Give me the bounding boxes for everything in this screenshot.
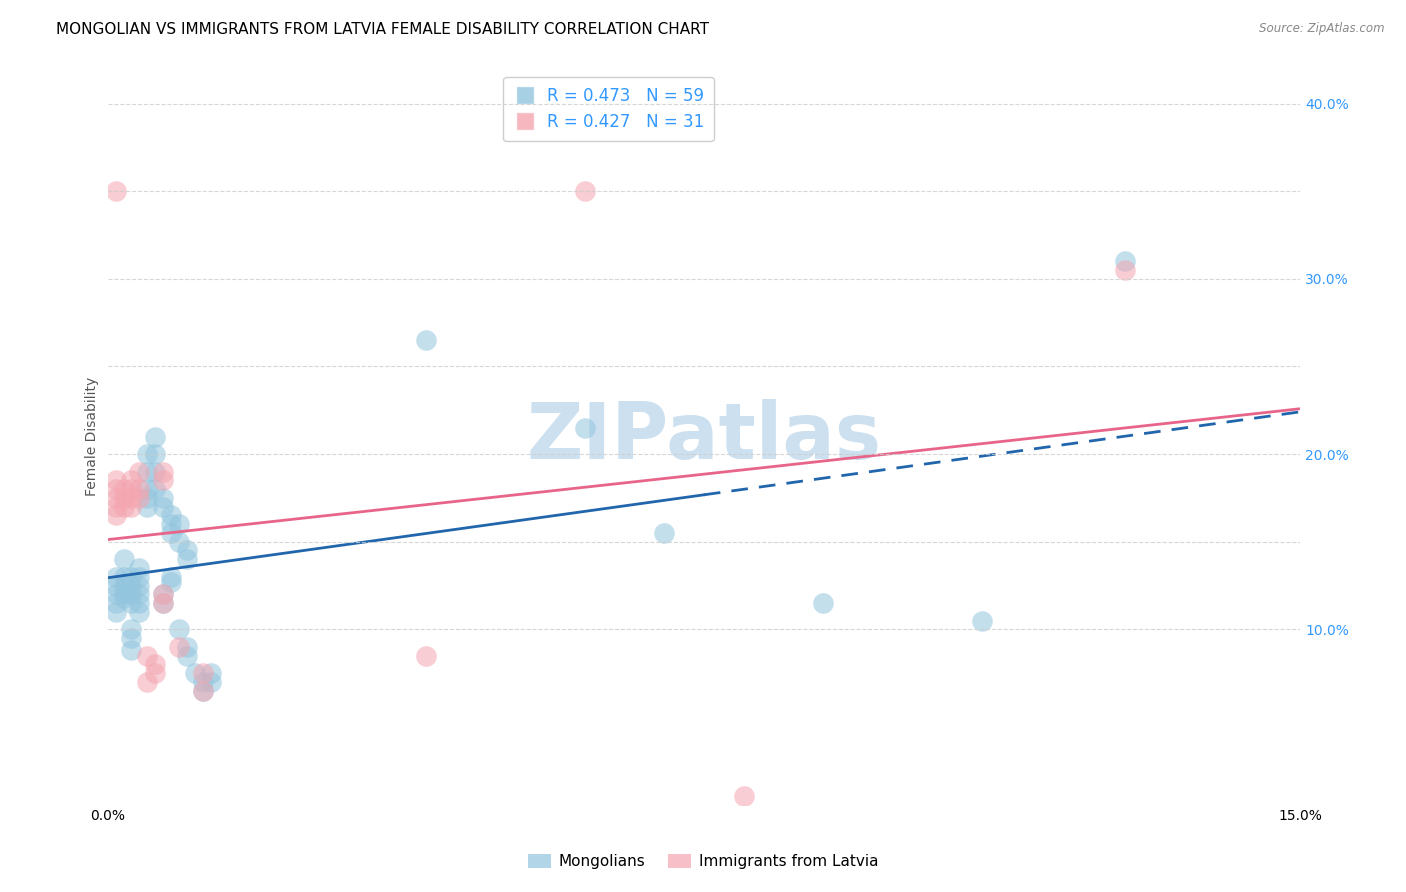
Point <box>152 500 174 514</box>
Point <box>121 474 143 488</box>
Point <box>104 578 127 592</box>
Point <box>811 596 834 610</box>
Point <box>191 666 214 681</box>
Point <box>112 570 135 584</box>
Point <box>160 575 183 590</box>
Point <box>972 614 994 628</box>
Point <box>152 465 174 479</box>
Point <box>121 643 143 657</box>
Text: ZIPatlas: ZIPatlas <box>526 399 882 475</box>
Point <box>128 578 150 592</box>
Point <box>128 465 150 479</box>
Point <box>574 421 596 435</box>
Point <box>652 525 675 540</box>
Point <box>184 666 207 681</box>
Point <box>152 474 174 488</box>
Legend: Mongolians, Immigrants from Latvia: Mongolians, Immigrants from Latvia <box>522 848 884 875</box>
Point <box>415 333 437 347</box>
Point <box>136 500 159 514</box>
Point <box>112 591 135 605</box>
Point <box>112 500 135 514</box>
Point <box>104 605 127 619</box>
Point <box>112 552 135 566</box>
Point <box>167 640 190 654</box>
Point <box>128 605 150 619</box>
Point <box>152 596 174 610</box>
Point <box>104 596 127 610</box>
Point <box>176 552 198 566</box>
Point <box>143 429 166 443</box>
Point <box>121 623 143 637</box>
Point <box>112 482 135 496</box>
Point <box>143 465 166 479</box>
Point <box>200 666 222 681</box>
Point <box>152 596 174 610</box>
Point <box>112 491 135 505</box>
Point <box>136 482 159 496</box>
Point <box>104 587 127 601</box>
Point <box>121 596 143 610</box>
Legend: R = 0.473   N = 59, R = 0.427   N = 31: R = 0.473 N = 59, R = 0.427 N = 31 <box>503 77 714 141</box>
Point <box>128 561 150 575</box>
Point <box>128 482 150 496</box>
Point <box>1114 263 1136 277</box>
Point <box>104 491 127 505</box>
Point <box>121 482 143 496</box>
Point <box>167 517 190 532</box>
Y-axis label: Female Disability: Female Disability <box>86 377 100 496</box>
Point <box>191 675 214 690</box>
Point <box>104 500 127 514</box>
Point <box>121 491 143 505</box>
Point <box>136 447 159 461</box>
Point <box>128 570 150 584</box>
Point <box>160 570 183 584</box>
Point <box>136 491 159 505</box>
Point <box>128 587 150 601</box>
Point <box>160 517 183 532</box>
Point <box>136 648 159 663</box>
Text: Source: ZipAtlas.com: Source: ZipAtlas.com <box>1260 22 1385 36</box>
Point <box>1114 254 1136 268</box>
Point <box>121 631 143 645</box>
Point <box>143 482 166 496</box>
Point <box>415 648 437 663</box>
Point <box>176 543 198 558</box>
Text: MONGOLIAN VS IMMIGRANTS FROM LATVIA FEMALE DISABILITY CORRELATION CHART: MONGOLIAN VS IMMIGRANTS FROM LATVIA FEMA… <box>56 22 709 37</box>
Point <box>112 587 135 601</box>
Point <box>191 683 214 698</box>
Point <box>121 570 143 584</box>
Point <box>152 491 174 505</box>
Point <box>121 578 143 592</box>
Point <box>176 640 198 654</box>
Point <box>191 683 214 698</box>
Point <box>733 789 755 803</box>
Point <box>167 623 190 637</box>
Point <box>152 587 174 601</box>
Point <box>136 465 159 479</box>
Point <box>574 184 596 198</box>
Point <box>152 587 174 601</box>
Point <box>121 587 143 601</box>
Point <box>200 675 222 690</box>
Point <box>128 491 150 505</box>
Point <box>121 500 143 514</box>
Point <box>136 675 159 690</box>
Point <box>104 474 127 488</box>
Point <box>176 648 198 663</box>
Point <box>112 578 135 592</box>
Point <box>143 666 166 681</box>
Point <box>104 508 127 523</box>
Point <box>167 534 190 549</box>
Point <box>104 482 127 496</box>
Point <box>143 657 166 672</box>
Point <box>160 525 183 540</box>
Point <box>143 447 166 461</box>
Point <box>104 570 127 584</box>
Point <box>160 508 183 523</box>
Point <box>104 184 127 198</box>
Point <box>128 596 150 610</box>
